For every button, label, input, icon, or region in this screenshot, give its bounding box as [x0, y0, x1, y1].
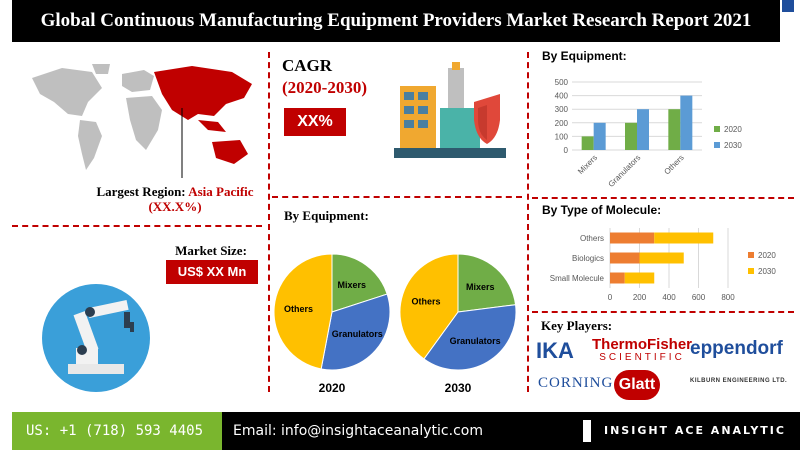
pie-slice-label: Mixers — [466, 282, 495, 292]
southeast-asia-shape — [198, 120, 226, 132]
pie-2030-slice-granulators — [423, 304, 517, 371]
hbar-2030-segment — [639, 252, 684, 264]
pie-year-label: 2020 — [319, 381, 346, 395]
market-size-value: US$ XX Mn — [166, 260, 258, 284]
pie-slice-label: Granulators — [332, 329, 383, 339]
bar-legend-label: 2030 — [724, 141, 742, 150]
hbar-x-tick-label: 800 — [721, 293, 735, 302]
equipment-bar-chart: By Equipment: 0 100 200 300 400 500 Mixers Granu… — [542, 49, 742, 189]
asia-pacific-shape — [154, 66, 252, 120]
north-america-shape — [32, 68, 102, 116]
pie-2020-slice-granulators — [320, 293, 391, 371]
pie-2020-slice-mixers — [331, 253, 388, 313]
header-bar: Global Continuous Manufacturing Equipmen… — [12, 0, 780, 42]
logo-ika: IKA — [536, 338, 574, 363]
logo-glatt: Glatt — [614, 370, 660, 400]
bar-y-tick-label: 200 — [555, 119, 569, 128]
corner-logo-fragment — [782, 0, 794, 12]
hbar-2020-segment — [610, 232, 655, 244]
bar-y-tick-label: 0 — [564, 146, 569, 155]
hbar-x-tick-label: 200 — [633, 293, 647, 302]
bar-y-tick-label: 300 — [555, 105, 569, 114]
hbar-y-tick-label: Others — [580, 234, 604, 243]
hbar-legend-swatch — [748, 268, 754, 274]
hbar-2030-segment — [624, 272, 655, 284]
bar-y-tick-label: 400 — [555, 92, 569, 101]
bar-2020-others — [668, 109, 681, 150]
page-title: Global Continuous Manufacturing Equipmen… — [40, 10, 752, 31]
key-players-title: Key Players: — [541, 318, 613, 333]
europe-shape — [122, 70, 154, 92]
footer-brand: INSIGHT ACE ANALYTIC — [604, 424, 786, 437]
bar-x-tick-label: Granulators — [606, 153, 642, 189]
hbar-legend-label: 2020 — [758, 251, 776, 260]
robot-arm-illustration — [42, 284, 150, 392]
hbar-legend-label: 2030 — [758, 267, 776, 276]
pie-slice-label: Others — [284, 304, 313, 314]
cagr-value: XX% — [284, 108, 346, 136]
pie-2030-slice-others — [399, 253, 459, 360]
hbar-2020-segment — [610, 272, 625, 284]
hbar-y-tick-label: Biologics — [572, 254, 604, 263]
pie-2030-slice-mixers — [457, 253, 517, 313]
hbar-x-tick-label: 0 — [608, 293, 613, 302]
largest-region-label: Largest Region: — [96, 184, 186, 199]
hbar-2020-segment — [610, 252, 640, 264]
molecule-bar-chart: By Type of Molecule: 0 200 400 600 800 Others B… — [542, 203, 776, 302]
bar-legend-swatch — [714, 126, 720, 132]
footer-phone: US: +1 (718) 593 4405 — [12, 412, 222, 450]
bar-2030-mixers — [593, 122, 606, 150]
bar-chart-title: By Equipment: — [542, 49, 627, 63]
largest-region: Largest Region: Asia Pacific (XX.X%) — [90, 184, 260, 214]
pie-slice-label: Others — [411, 297, 440, 307]
divider-middle-row — [272, 196, 522, 198]
bar-x-tick-label: Others — [662, 153, 685, 176]
divider-right — [527, 52, 529, 392]
greenland-shape — [92, 64, 110, 74]
footer-email[interactable]: Email: info@insightaceanalytic.com — [233, 423, 483, 439]
largest-region-value: Asia Pacific (XX.X%) — [148, 184, 254, 214]
cagr-label: CAGR — [282, 56, 333, 75]
market-size-label: Market Size: — [175, 243, 247, 258]
bar-2030-granulators — [637, 109, 649, 150]
hbar-y-tick-label: Small Molecule — [550, 274, 605, 283]
world-map — [32, 64, 252, 178]
bar-x-tick-label: Mixers — [576, 153, 599, 176]
divider-left — [268, 52, 270, 392]
pie-year-label: 2030 — [445, 381, 472, 395]
cagr-period: (2020-2030) — [282, 78, 367, 97]
hbar-x-tick-label: 400 — [662, 293, 676, 302]
factory-illustration — [394, 62, 506, 158]
bar-y-tick-label: 500 — [555, 78, 569, 87]
pie-slice-label: Granulators — [450, 336, 501, 346]
logo-eppendorf: eppendorf — [690, 338, 783, 359]
bar-legend-label: 2020 — [724, 125, 742, 134]
hbar-legend-swatch — [748, 252, 754, 258]
bar-2020-mixers — [581, 136, 594, 150]
logo-corning: CORNING — [538, 375, 614, 391]
logo-kilburn: KILBURN ENGINEERING LTD. — [690, 378, 788, 384]
pie-2020-slice-others — [273, 253, 333, 370]
bar-2030-others — [680, 95, 693, 150]
divider-left-row — [12, 225, 262, 227]
divider-right-row-1 — [532, 197, 794, 199]
bar-y-tick-label: 100 — [555, 132, 569, 141]
hbar-chart-title: By Type of Molecule: — [542, 203, 661, 217]
equipment-pie-charts: Mixers Granulators Others 2020 Mixers Granula… — [273, 253, 517, 395]
hbar-2030-segment — [654, 232, 714, 244]
australia-shape — [212, 140, 248, 164]
bar-legend-swatch — [714, 142, 720, 148]
pies-section-title: By Equipment: — [284, 208, 369, 223]
pie-slice-label: Mixers — [338, 280, 367, 290]
south-america-shape — [78, 120, 102, 170]
divider-right-row-2 — [532, 311, 794, 313]
brand-logo-icon — [583, 420, 591, 442]
bar-2020-granulators — [625, 122, 637, 150]
africa-shape — [126, 96, 162, 150]
logo-thermofisher: ThermoFisher SCIENTIFIC — [592, 336, 693, 363]
hbar-x-tick-label: 600 — [692, 293, 706, 302]
